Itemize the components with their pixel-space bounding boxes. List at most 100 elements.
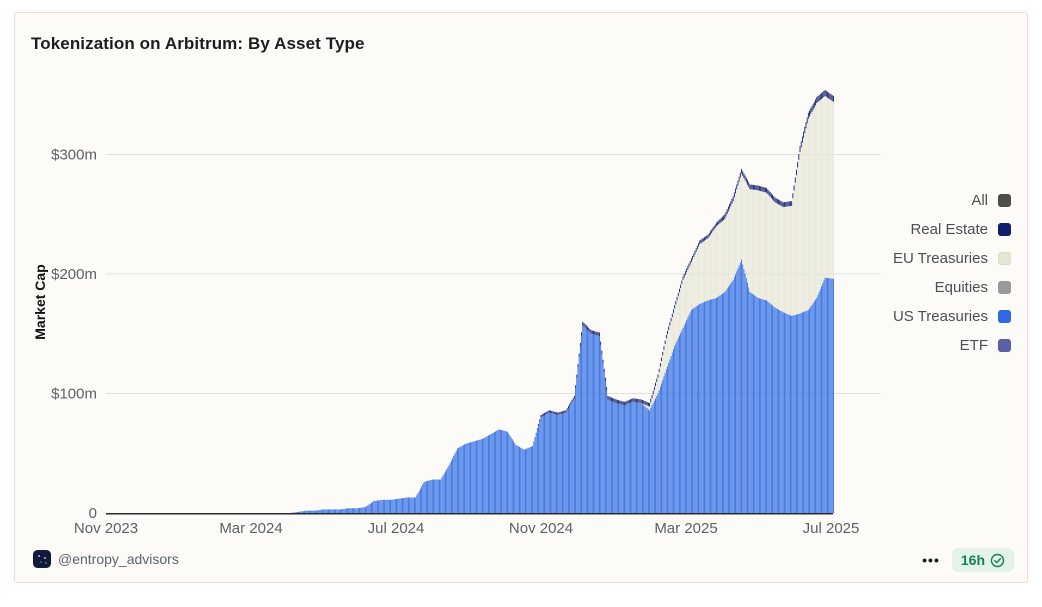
- bar-segment: [398, 498, 400, 513]
- bar-segment: [473, 441, 475, 513]
- bar-segment: [359, 507, 360, 513]
- bar-segment: [571, 399, 573, 403]
- bar-segment: [811, 304, 813, 513]
- time-badge[interactable]: 16h: [951, 548, 1014, 572]
- bar-segment: [634, 402, 636, 513]
- bar-segment: [419, 488, 421, 513]
- bar-segment: [819, 289, 821, 513]
- bar-segment: [294, 512, 296, 513]
- bar-segment: [556, 414, 557, 513]
- legend-item-eu-treasuries[interactable]: EU Treasuries: [893, 244, 1011, 273]
- bar-segment: [331, 509, 333, 513]
- bar-segment: [829, 278, 831, 513]
- bar-segment: [698, 246, 699, 305]
- bar-segment: [571, 402, 573, 513]
- bar-segment: [591, 330, 593, 335]
- bar-segment: [782, 202, 784, 208]
- bar-segment: [411, 497, 413, 513]
- bar-segment: [753, 294, 754, 513]
- bar-segment: [682, 327, 684, 513]
- bar-segment: [562, 413, 563, 513]
- bar-segment: [650, 398, 652, 403]
- bar-segment: [805, 128, 807, 311]
- bar-segment: [764, 192, 766, 300]
- bar-segment: [687, 266, 689, 270]
- bar-segment: [390, 499, 391, 514]
- legend-item-all[interactable]: All: [893, 186, 1011, 215]
- bar-segment: [458, 447, 460, 513]
- bar-segment: [410, 497, 412, 513]
- attribution[interactable]: @entropy_advisors: [33, 550, 179, 568]
- bar-segment: [606, 386, 608, 391]
- bar-segment: [647, 409, 649, 513]
- bar-segment: [664, 344, 666, 374]
- bar-segment: [657, 377, 659, 394]
- bar-segment: [329, 509, 331, 513]
- bar-segment: [631, 402, 633, 513]
- legend-item-us-treasuries[interactable]: US Treasuries: [893, 302, 1011, 331]
- bar-segment: [610, 401, 612, 513]
- bar-segment: [689, 312, 691, 513]
- bar-segment: [563, 410, 565, 414]
- bar-segment: [492, 432, 494, 513]
- bar-segment: [462, 445, 464, 513]
- bar-segment: [378, 500, 380, 513]
- bar-segment: [482, 438, 483, 513]
- bar-series-eu-treasuries: [642, 95, 834, 411]
- bar-segment: [699, 303, 701, 514]
- account-handle[interactable]: @entropy_advisors: [58, 551, 179, 567]
- bar-segment: [712, 298, 714, 513]
- legend-item-real-estate[interactable]: Real Estate: [893, 215, 1011, 244]
- bar-segment: [707, 238, 709, 301]
- bar-segment: [657, 374, 659, 378]
- bar-segment: [662, 351, 664, 356]
- bar-segment: [305, 510, 307, 513]
- bar-segment: [535, 433, 537, 513]
- bar-segment: [433, 479, 434, 513]
- bar-segment: [602, 359, 604, 364]
- bar-segment: [670, 355, 672, 513]
- legend-item-equities[interactable]: Equities: [893, 273, 1011, 302]
- bar-segment: [441, 477, 443, 513]
- bar-segment: [674, 308, 676, 346]
- bar-segment: [774, 307, 776, 513]
- bar-segment: [748, 287, 750, 513]
- bar-segment: [565, 412, 567, 513]
- bar-segment: [766, 187, 768, 193]
- bar-segment: [653, 400, 655, 513]
- more-options-button[interactable]: •••: [922, 552, 940, 568]
- bar-segment: [768, 190, 770, 196]
- bar-segment: [792, 315, 794, 513]
- bar-segment: [806, 123, 808, 311]
- bar-segment: [480, 439, 482, 513]
- bar-segment: [818, 101, 820, 293]
- bar-segment: [505, 431, 507, 513]
- bar-segment: [692, 255, 694, 260]
- bar-segment: [599, 332, 600, 337]
- bar-segment: [633, 402, 635, 513]
- bar-segment: [587, 326, 588, 331]
- bar-segment: [431, 479, 433, 513]
- bar-segment: [545, 414, 547, 513]
- bar-segment: [687, 269, 689, 318]
- bar-segment: [644, 406, 646, 513]
- bar-segment: [742, 264, 744, 513]
- bar-segment: [803, 131, 805, 138]
- bar-segment: [699, 244, 701, 304]
- bar-segment: [612, 401, 614, 513]
- bar-segment: [581, 335, 582, 513]
- bar-segment: [821, 286, 822, 513]
- bar-segment: [639, 399, 641, 403]
- legend-item-etf[interactable]: ETF: [893, 331, 1011, 360]
- bar-segment: [440, 479, 442, 513]
- bar-segment: [797, 161, 799, 168]
- bar-segment: [690, 258, 692, 263]
- legend-label: All: [971, 192, 988, 209]
- bar-segment: [640, 403, 642, 513]
- bar-segment: [604, 377, 606, 382]
- bar-segment: [628, 399, 630, 404]
- bar-segment: [824, 89, 826, 96]
- bar-segment: [298, 511, 300, 514]
- x-tick-label: Nov 2023: [74, 520, 138, 537]
